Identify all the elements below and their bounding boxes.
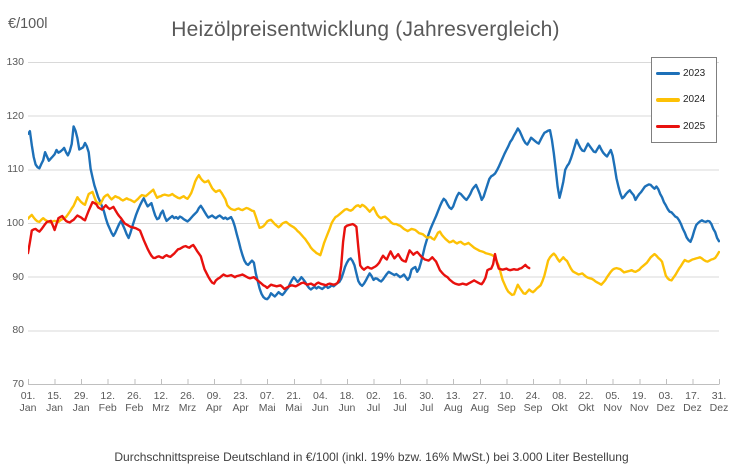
chart-title: Heizölpreisentwicklung (Jahresvergleich) (171, 18, 560, 41)
x-tick-label-17.-Dez: 17. Dez (683, 390, 702, 414)
y-tick-label-80: 80 (12, 324, 24, 337)
x-tick-label-07.-Mai: 07. Mai (258, 390, 276, 414)
legend-label-2023: 2023 (683, 67, 706, 79)
x-tick-label-08.-Okt: 08. Okt (551, 390, 568, 414)
x-tick-label-09.-Apr: 09. Apr (205, 390, 223, 414)
legend-swatch-2024 (656, 98, 680, 102)
series-line-2024 (28, 173, 720, 297)
y-tick-label-110: 110 (7, 163, 24, 176)
y-axis-unit-label: €/100l (8, 16, 48, 32)
x-tick-label-26.-Mrz: 26. Mrz (178, 390, 197, 414)
legend-item-2025: 2025 (656, 121, 716, 132)
series-line-2025 (28, 200, 531, 291)
x-tick-label-10.-Sep: 10. Sep (497, 390, 516, 414)
x-tick-label-16.-Jul: 16. Jul (392, 390, 408, 414)
x-tick-label-01.-Jan: 01. Jan (19, 390, 37, 414)
x-tick-label-02.-Jul: 02. Jul (366, 390, 381, 414)
x-tick-label-23.-Apr: 23. Apr (232, 390, 249, 414)
x-tick-label-22.-Okt: 22. Okt (577, 390, 595, 414)
series-line-2023 (28, 125, 720, 301)
x-tick-label-04.-Jun: 04. Jun (311, 390, 329, 414)
x-tick-label-19.-Nov: 19. Nov (629, 390, 649, 414)
y-tick-label-130: 130 (6, 56, 24, 68)
x-tick-label-24.-Sep: 24. Sep (523, 390, 543, 414)
x-tick-label-12.-Mrz: 12. Mrz (152, 390, 170, 414)
x-tick-label-26.-Feb: 26. Feb (125, 390, 144, 414)
x-tick-label-05.-Nov: 05. Nov (603, 390, 623, 414)
legend-label-2024: 2024 (683, 94, 706, 106)
x-tick-label-18.-Jun: 18. Jun (338, 390, 356, 414)
x-tick-label-15.-Jan: 15. Jan (46, 390, 64, 414)
legend-item-2024: 2024 (656, 94, 716, 105)
plot-area (28, 62, 720, 385)
x-tick-label-03.-Dez: 03. Dez (656, 390, 676, 414)
x-tick-label-13.-Aug: 13. Aug (443, 390, 463, 414)
legend-swatch-2025 (656, 124, 680, 129)
x-tick-label-30.-Jul: 30. Jul (419, 390, 434, 414)
legend: 2023 2024 2025 (651, 57, 717, 143)
x-tick-label-29.-Jan: 29. Jan (72, 390, 90, 414)
footer-caption: Durchschnittspreise Deutschland in €/100… (114, 450, 629, 464)
y-tick-label-100: 100 (6, 217, 24, 229)
x-tick-label-31.-Dez: 31. Dez (709, 390, 729, 414)
x-tick-label-12.-Feb: 12. Feb (98, 390, 117, 414)
x-tick-label-21.-Mai: 21. Mai (285, 390, 303, 414)
legend-item-2023: 2023 (656, 68, 716, 79)
x-tick-label-27.-Aug: 27. Aug (470, 390, 490, 414)
y-tick-label-90: 90 (12, 270, 24, 283)
y-tick-label-70: 70 (12, 378, 24, 390)
y-tick-label-120: 120 (6, 109, 24, 122)
legend-swatch-2023 (656, 71, 680, 76)
legend-label-2025: 2025 (683, 121, 706, 133)
